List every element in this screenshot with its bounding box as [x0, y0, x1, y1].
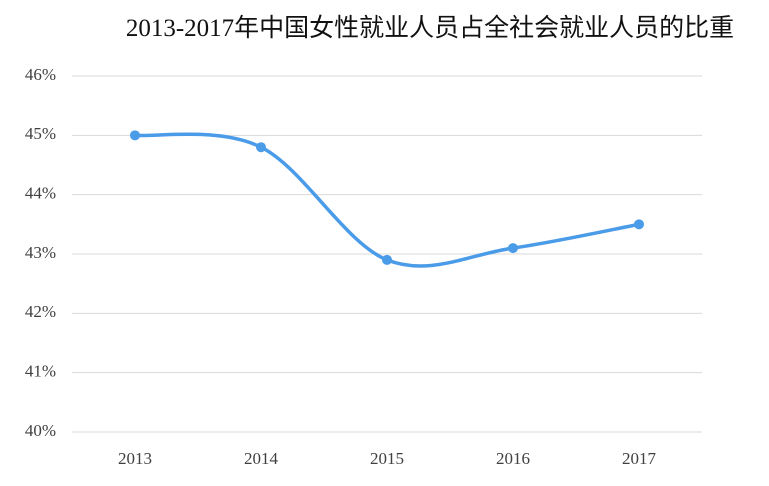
point: [382, 254, 392, 265]
line: [133, 132, 641, 268]
point: [508, 243, 518, 254]
x-tick-label: 2015: [370, 449, 404, 468]
x-tick-label: 2014: [244, 449, 279, 468]
point: [130, 130, 140, 141]
y-tick-label: 40%: [25, 421, 56, 440]
chart-title: 2013-2017年中国女性就业人员占全社会就业人员的比重: [125, 15, 735, 42]
y-tick-label: 46%: [25, 65, 56, 84]
x-tick-label: 2013: [118, 449, 152, 468]
y-tick-label: 43%: [25, 243, 56, 262]
x-tick-label: 2016: [496, 449, 530, 468]
y-tick-label: 42%: [25, 302, 56, 321]
y-tick-label: 44%: [25, 184, 56, 203]
point: [634, 219, 644, 230]
point: [256, 142, 266, 153]
x-tick-label: 2017: [622, 449, 657, 468]
y-tick-label: 41%: [25, 362, 56, 381]
y-tick-label: 45%: [25, 124, 56, 143]
